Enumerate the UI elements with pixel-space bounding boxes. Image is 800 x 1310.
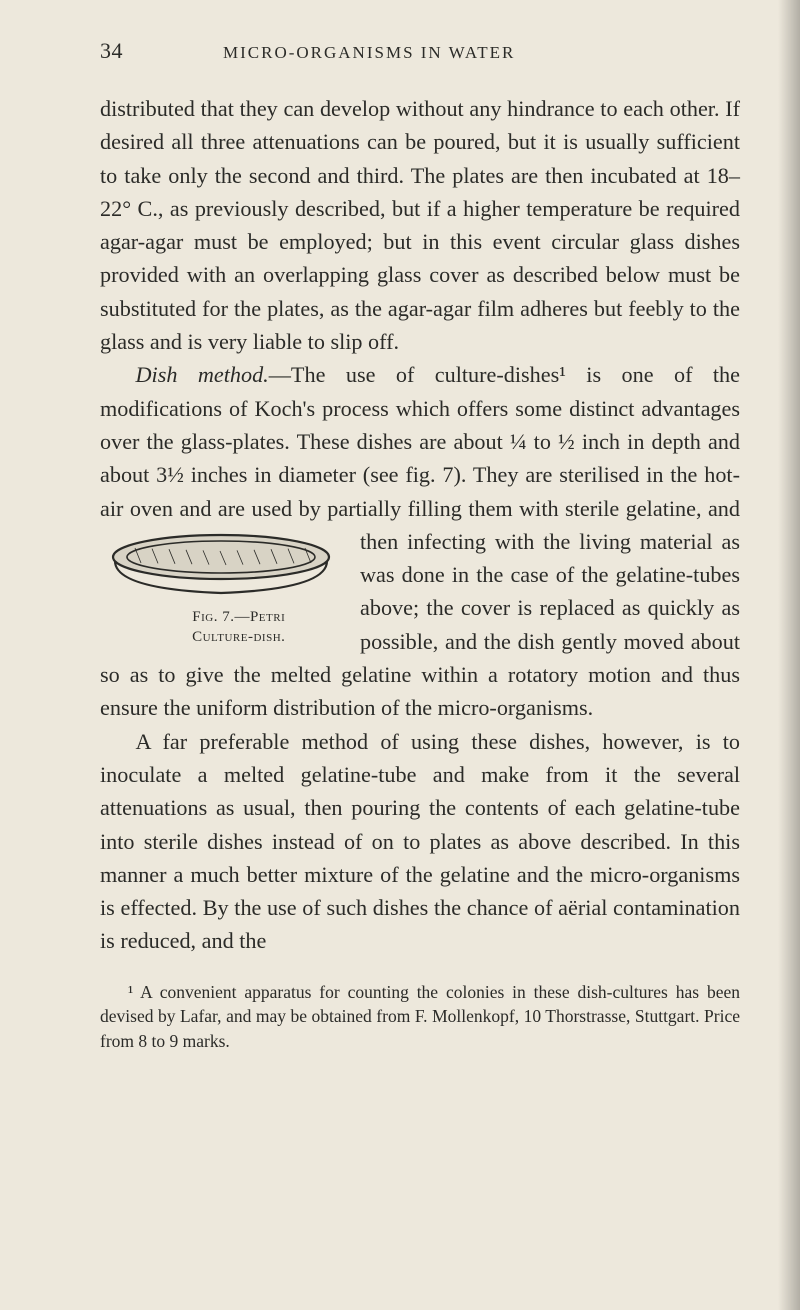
figure-caption-line2: Culture-dish. bbox=[100, 627, 342, 647]
body-text: distributed that they can develop withou… bbox=[100, 92, 740, 958]
page-number: 34 bbox=[100, 38, 123, 64]
paragraph-1: distributed that they can develop withou… bbox=[100, 92, 740, 358]
figure-petri-dish: Fig. 7.—PetriCulture-dish. bbox=[100, 531, 342, 648]
header: 34 MICRO-ORGANISMS IN WATER bbox=[100, 38, 740, 64]
footnote-text: ¹ A convenient apparatus for counting th… bbox=[100, 980, 740, 1054]
footnote: ¹ A convenient apparatus for counting th… bbox=[100, 980, 740, 1054]
figure-caption: Fig. 7.—PetriCulture-dish. bbox=[100, 607, 342, 648]
page: 34 MICRO-ORGANISMS IN WATER distributed … bbox=[0, 0, 800, 1093]
page-edge-shadow bbox=[778, 0, 800, 1310]
paragraph-3: A far preferable method of using these d… bbox=[100, 725, 740, 958]
running-head: MICRO-ORGANISMS IN WATER bbox=[223, 43, 515, 63]
figure-caption-line1: Fig. 7.—Petri bbox=[100, 607, 342, 627]
paragraph-2-rest: —The use of culture-dishes¹ is one of th… bbox=[100, 362, 740, 720]
petri-dish-icon bbox=[105, 531, 337, 603]
paragraph-2: Dish method.—The use of culture-dishes¹ … bbox=[100, 358, 740, 724]
dish-method-lead: Dish method. bbox=[136, 362, 269, 387]
